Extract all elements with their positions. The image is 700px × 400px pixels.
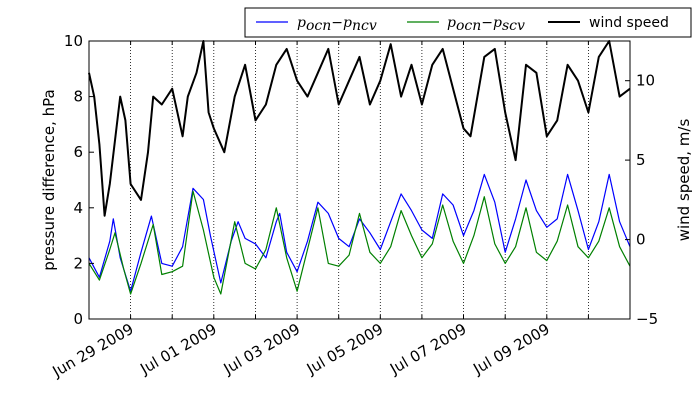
series-line-scv <box>88 190 631 295</box>
x-tick-label: Jul 03 2009 <box>220 320 303 379</box>
right-y-tick-label: 10 <box>636 72 655 90</box>
left-y-tick-label: 10 <box>64 32 83 50</box>
left-y-tick-label: 2 <box>73 254 83 272</box>
legend-box <box>244 7 692 38</box>
right-y-tick-label: 0 <box>636 231 646 249</box>
x-tick-label: Jul 07 2009 <box>386 320 469 379</box>
x-gridlines <box>130 41 589 319</box>
right-axis-label: wind speed, m/s <box>675 119 693 242</box>
legend-entry-scv: pocn−pscv <box>447 15 525 34</box>
right-y-tick-label: 5 <box>636 151 646 169</box>
legend-entry-ncv: pocn−pncv <box>297 15 377 34</box>
legend-entry-wind: wind speed <box>589 15 669 31</box>
series-lines <box>88 40 631 295</box>
axis-labels: pressure difference, hPa wind speed, m/s <box>40 89 693 270</box>
legend: pocn−pncv pocn−pscv wind speed <box>244 7 692 38</box>
x-tick-label: Jul 01 2009 <box>136 320 219 379</box>
plot-frame <box>88 40 631 320</box>
left-y-tick-label: 8 <box>73 88 83 106</box>
right-y-tick-label: −5 <box>636 310 658 328</box>
series-line-wind <box>88 40 631 217</box>
x-tick-label: Jul 09 2009 <box>469 320 552 379</box>
series-line-ncv <box>88 173 631 292</box>
left-y-tick-label: 6 <box>73 143 83 161</box>
x-tick-label: Jun 29 2009 <box>49 320 137 381</box>
left-y-tick-label: 4 <box>73 199 83 217</box>
x-tick-label: Jul 05 2009 <box>303 320 386 379</box>
left-y-tick-label: 0 <box>73 310 83 328</box>
left-axis-label: pressure difference, hPa <box>40 89 58 270</box>
